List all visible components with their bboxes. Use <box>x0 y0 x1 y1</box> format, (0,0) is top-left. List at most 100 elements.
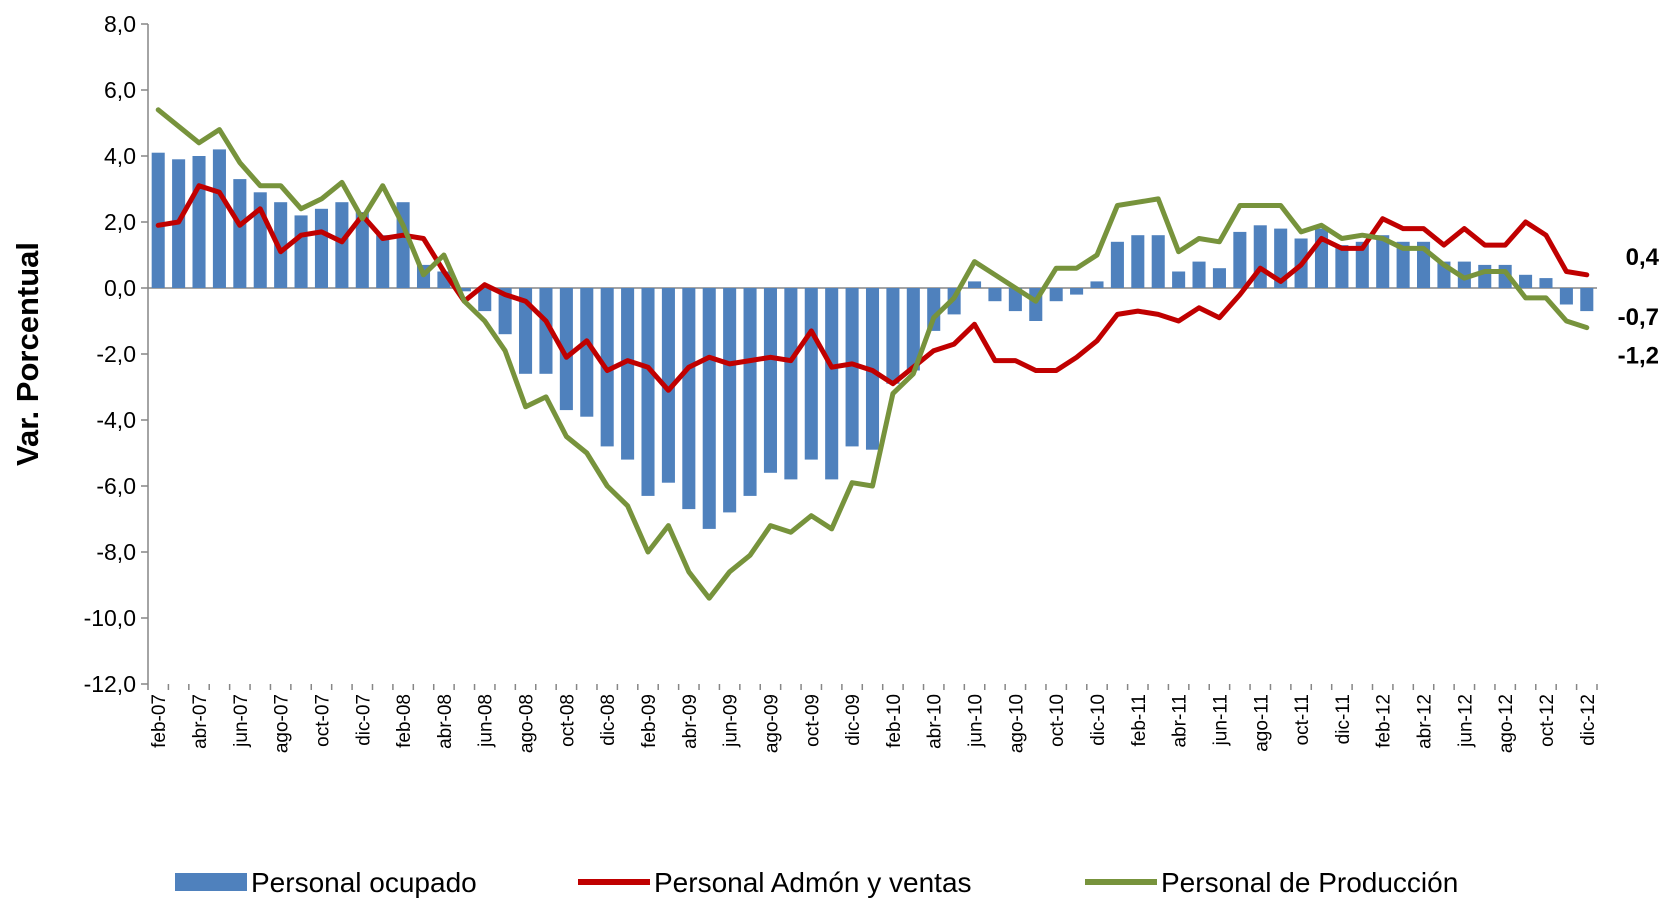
bar <box>1376 235 1390 288</box>
x-tick-label: oct-09 <box>802 694 823 747</box>
bar <box>1233 231 1247 288</box>
bar <box>763 288 777 473</box>
x-tick-label: abr-08 <box>435 694 456 749</box>
bar <box>1212 268 1226 288</box>
bar <box>1008 288 1022 312</box>
y-tick-label: 4,0 <box>104 143 136 169</box>
x-tick-label: dic-11 <box>1333 694 1354 744</box>
bar <box>1355 241 1369 288</box>
x-tick-label: feb-09 <box>639 694 660 748</box>
legend-label: Personal de Producción <box>1161 867 1458 898</box>
bar <box>1519 274 1533 288</box>
bar <box>641 288 655 496</box>
x-tick-label: feb-07 <box>149 694 170 748</box>
bar <box>1396 241 1410 288</box>
x-tick-label: abr-11 <box>1170 694 1191 748</box>
x-tick-label: feb-11 <box>1129 694 1150 746</box>
bar <box>212 149 226 288</box>
y-tick-label: -6,0 <box>96 473 136 499</box>
data-label: -0,7 <box>1618 304 1659 331</box>
x-tick-label: feb-08 <box>394 694 415 748</box>
x-tick-label: jun-12 <box>1455 694 1476 748</box>
y-tick-label: -4,0 <box>96 407 136 433</box>
x-tick-label: jun-08 <box>476 694 497 748</box>
bar <box>784 288 798 480</box>
x-tick-label: ago-09 <box>761 694 782 753</box>
x-tick-label: ago-12 <box>1496 694 1517 753</box>
x-tick-label: jun-09 <box>721 694 742 748</box>
bar <box>478 288 492 312</box>
line <box>155 107 1590 601</box>
bar <box>192 156 206 288</box>
legend-label: Personal Admón y ventas <box>654 867 972 898</box>
x-tick-label: dic-07 <box>353 694 374 746</box>
bar <box>580 288 594 417</box>
bar <box>1253 225 1267 288</box>
bar <box>702 288 716 529</box>
bar <box>519 288 533 374</box>
x-tick-label: oct-12 <box>1537 694 1558 747</box>
x-tick-label: feb-12 <box>1374 694 1395 748</box>
y-tick-label: -12,0 <box>84 671 136 697</box>
x-tick-label: oct-10 <box>1047 694 1068 747</box>
y-axis-label: Var. Porcentual <box>10 242 45 466</box>
x-tick-label: oct-11 <box>1292 694 1313 745</box>
bar <box>723 288 737 513</box>
bar <box>151 152 165 288</box>
bar <box>498 288 512 335</box>
x-tick-label: abr-12 <box>1415 694 1436 749</box>
y-tick-label: 8,0 <box>104 11 136 37</box>
bar <box>1274 228 1288 288</box>
bar <box>1478 264 1492 288</box>
x-tick-label: dic-08 <box>598 694 619 746</box>
bar <box>1070 288 1084 295</box>
bar <box>661 288 675 483</box>
x-tick-label: ago-10 <box>1006 694 1027 753</box>
bar <box>906 288 920 371</box>
bar <box>682 288 696 510</box>
bar <box>1192 261 1206 288</box>
bar <box>1110 241 1124 288</box>
bar <box>376 235 390 288</box>
x-tick-label: dic-12 <box>1578 694 1599 746</box>
bar <box>559 288 573 411</box>
y-tick-label: 0,0 <box>104 275 136 301</box>
legend-swatch <box>175 873 247 891</box>
x-tick-label: oct-08 <box>557 694 578 747</box>
bar <box>294 215 308 288</box>
bar <box>1131 235 1145 288</box>
bar <box>1559 288 1573 305</box>
x-tick-label: abr-09 <box>680 694 701 749</box>
y-tick-label: -10,0 <box>84 605 136 631</box>
bar <box>968 281 982 288</box>
data-label: -1,2 <box>1618 343 1659 370</box>
x-tick-label: dic-10 <box>1088 694 1109 746</box>
x-tick-label: ago-07 <box>272 694 293 753</box>
y-tick-label: -8,0 <box>96 539 136 565</box>
y-tick-label: 2,0 <box>104 209 136 235</box>
bar <box>274 202 288 288</box>
x-tick-label: feb-10 <box>884 694 905 748</box>
legend-label: Personal ocupado <box>251 867 477 898</box>
x-tick-label: jun-07 <box>231 694 252 748</box>
bar <box>621 288 635 460</box>
bar <box>335 202 349 288</box>
bar <box>825 288 839 480</box>
bar <box>355 212 369 288</box>
bar <box>233 179 247 288</box>
x-tick-label: ago-11 <box>1251 694 1272 752</box>
bar <box>457 288 471 292</box>
bar <box>845 288 859 447</box>
x-tick-label: abr-10 <box>925 694 946 749</box>
x-tick-label: abr-07 <box>190 694 211 749</box>
x-tick-label: dic-09 <box>843 694 864 746</box>
bar <box>886 288 900 384</box>
bar <box>988 288 1002 302</box>
bar <box>1580 288 1594 312</box>
bar <box>1539 278 1553 288</box>
x-tick-label: jun-11 <box>1210 694 1231 746</box>
y-tick-label: -2,0 <box>96 341 136 367</box>
data-label: 0,4 <box>1626 244 1660 271</box>
x-tick-label: jun-10 <box>966 694 987 748</box>
